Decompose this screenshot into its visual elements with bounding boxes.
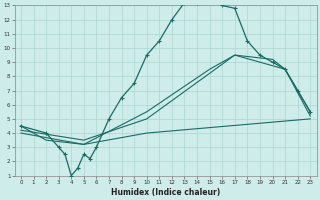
X-axis label: Humidex (Indice chaleur): Humidex (Indice chaleur): [111, 188, 220, 197]
